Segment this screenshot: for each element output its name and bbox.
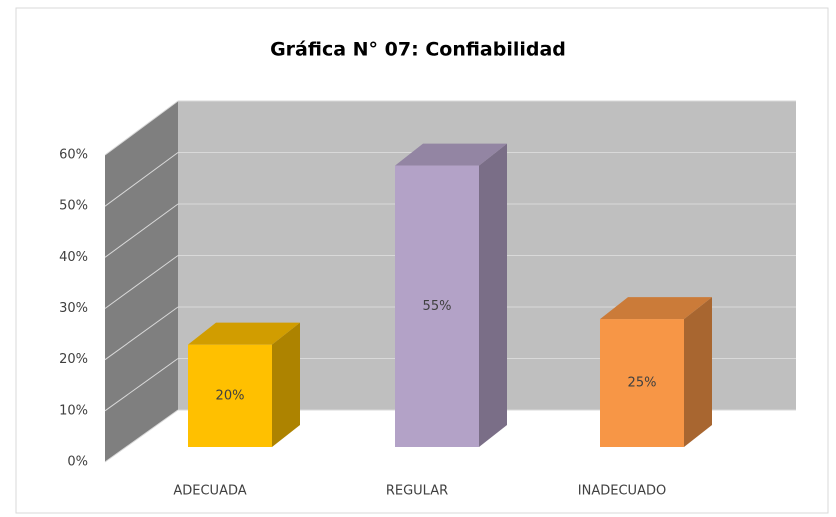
bar-top (188, 322, 300, 345)
bar-side (272, 322, 300, 447)
grid-line-side (104, 358, 179, 412)
y-tick-label: 40% (59, 250, 88, 265)
bar-top (600, 297, 712, 320)
x-tick-label: INADECUADO (578, 484, 666, 499)
y-tick-label: 10% (59, 403, 88, 418)
bar (395, 165, 479, 448)
value-label: 20% (216, 388, 245, 403)
bar (188, 344, 272, 447)
chart-title: Gráfica N° 07: Confiabilidad (270, 39, 566, 61)
grid-line-side (104, 203, 179, 258)
grid-line-side (104, 100, 179, 156)
y-tick-label: 20% (59, 352, 88, 367)
value-label: 25% (628, 376, 657, 391)
grid-line-side (104, 255, 179, 309)
bar-top (395, 143, 507, 166)
y-tick-label: 50% (59, 199, 88, 214)
y-tick-label: 30% (59, 301, 88, 316)
grid-line-side (104, 306, 179, 361)
x-tick-label: ADECUADA (173, 484, 246, 499)
y-tick-label: 60% (59, 148, 88, 163)
x-tick-label: REGULAR (386, 484, 448, 499)
bar-side (479, 143, 507, 448)
grid-line-side (104, 409, 179, 463)
bar-side (684, 297, 712, 447)
value-label: 55% (423, 299, 452, 314)
bar (600, 319, 684, 447)
y-tick-label: 0% (67, 455, 88, 470)
grid-line-side (104, 152, 179, 207)
